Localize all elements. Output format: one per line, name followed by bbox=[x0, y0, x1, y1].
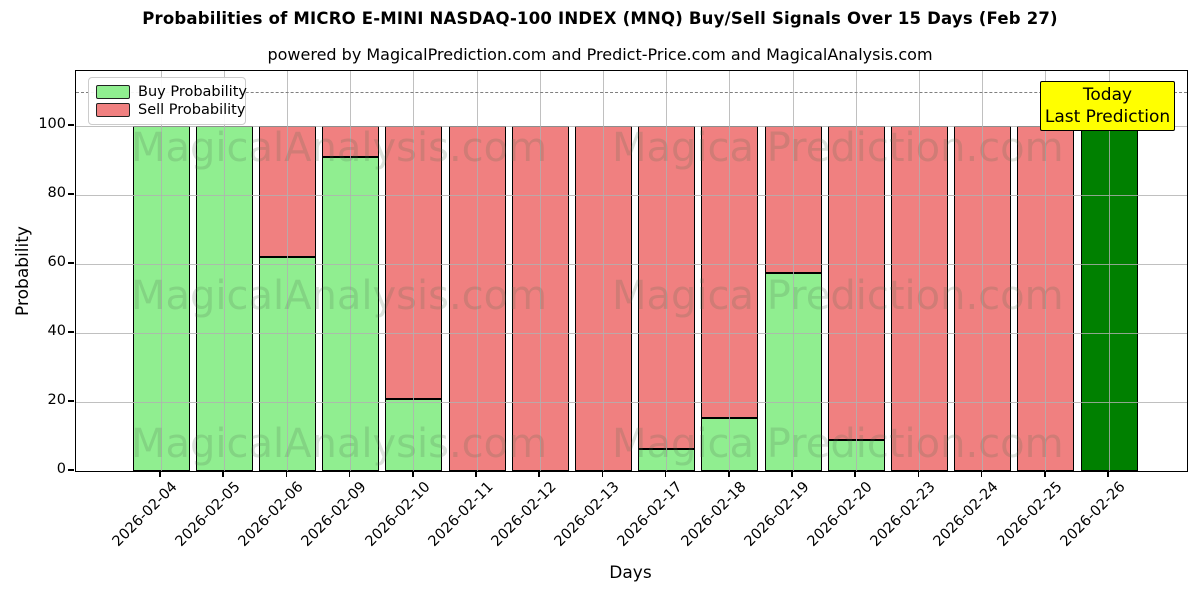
x-tick-label: 2026-02-26 bbox=[1057, 479, 1129, 550]
x-tick-label: 2026-02-13 bbox=[551, 479, 623, 550]
x-tick-label: 2026-02-25 bbox=[994, 479, 1066, 550]
gridline-v bbox=[982, 71, 984, 471]
x-tick bbox=[1107, 471, 1109, 477]
y-tick-label: 20 bbox=[47, 392, 66, 409]
x-tick bbox=[1044, 471, 1046, 477]
x-tick-label: 2026-02-04 bbox=[109, 479, 181, 550]
y-tick-label: 40 bbox=[47, 323, 66, 340]
legend: Buy Probability Sell Probability bbox=[88, 77, 247, 125]
gridline-v bbox=[476, 71, 478, 471]
gridline-v bbox=[729, 71, 731, 471]
gridline-v bbox=[223, 71, 225, 471]
gridline-h bbox=[76, 125, 1187, 127]
y-tick bbox=[67, 262, 74, 264]
gridline-v bbox=[855, 71, 857, 471]
y-tick bbox=[67, 400, 74, 402]
gridline-v bbox=[602, 71, 604, 471]
legend-item-sell: Sell Probability bbox=[96, 101, 245, 119]
x-tick-label: 2026-02-18 bbox=[678, 479, 750, 550]
watermark-left-row1: MagicalAnalysis.com bbox=[131, 125, 548, 171]
gridline-h bbox=[76, 194, 1187, 196]
gridline-h bbox=[76, 263, 1187, 265]
watermark-right-row2: Magica Prediction.com bbox=[612, 273, 1064, 319]
today-annotation-line2: Last Prediction bbox=[1044, 107, 1171, 127]
y-tick-label: 80 bbox=[47, 185, 66, 202]
plot-area: MagicalAnalysis.com Magica Prediction.com… bbox=[75, 70, 1188, 472]
gridline-v bbox=[1045, 71, 1047, 471]
gridline-v bbox=[918, 71, 920, 471]
buy-swatch-icon bbox=[96, 85, 130, 99]
gridline-v bbox=[413, 71, 415, 471]
x-tick-label: 2026-02-23 bbox=[867, 479, 939, 550]
today-annotation: Today Last Prediction bbox=[1040, 81, 1175, 131]
today-annotation-line1: Today bbox=[1082, 85, 1133, 105]
x-tick bbox=[854, 471, 856, 477]
y-tick bbox=[67, 469, 74, 471]
gridline-v bbox=[539, 71, 541, 471]
x-tick-label: 2026-02-06 bbox=[235, 479, 307, 550]
x-tick-label: 2026-02-20 bbox=[804, 479, 876, 550]
x-tick-label: 2026-02-10 bbox=[362, 479, 434, 550]
x-tick-label: 2026-02-19 bbox=[741, 479, 813, 550]
x-tick bbox=[601, 471, 604, 477]
y-tick bbox=[67, 331, 74, 333]
gridline-v bbox=[286, 71, 288, 471]
x-tick-label: 2026-02-09 bbox=[299, 479, 370, 550]
dashed-threshold-line bbox=[76, 91, 1187, 93]
x-tick bbox=[728, 471, 730, 477]
legend-label-buy: Buy Probability bbox=[138, 84, 247, 100]
x-tick bbox=[538, 471, 540, 477]
x-tick-label: 2026-02-17 bbox=[615, 479, 686, 550]
x-tick bbox=[475, 471, 477, 477]
x-tick-label: 2026-02-24 bbox=[931, 479, 1002, 550]
x-axis-label: Days bbox=[609, 563, 652, 583]
x-tick bbox=[980, 471, 983, 477]
x-tick bbox=[791, 471, 793, 477]
chart-subtitle: powered by MagicalPrediction.com and Pre… bbox=[267, 45, 933, 64]
x-tick bbox=[664, 471, 667, 477]
watermark-right-row1: Magica Prediction.com bbox=[612, 125, 1064, 171]
x-tick-label: 2026-02-11 bbox=[425, 479, 497, 550]
x-tick bbox=[348, 471, 351, 477]
y-tick bbox=[67, 124, 74, 126]
chart-title: Probabilities of MICRO E-MINI NASDAQ-100… bbox=[142, 9, 1058, 28]
y-tick bbox=[67, 193, 74, 195]
gridline-v bbox=[1108, 71, 1110, 471]
gridline-v bbox=[792, 71, 794, 471]
y-tick-label: 60 bbox=[47, 254, 66, 271]
y-tick-label: 0 bbox=[56, 461, 66, 477]
gridline-v bbox=[160, 71, 162, 471]
y-axis-label: Probability bbox=[13, 226, 33, 316]
x-tick-label: 2026-02-12 bbox=[488, 479, 560, 550]
watermark-left-row3: MagicalAnalysis.com bbox=[131, 421, 548, 467]
x-tick bbox=[917, 471, 920, 477]
watermark-left-row2: MagicalAnalysis.com bbox=[131, 273, 548, 319]
x-tick bbox=[285, 471, 288, 477]
gridline-h bbox=[76, 401, 1187, 403]
gridline-v bbox=[666, 71, 668, 471]
gridline-v bbox=[350, 71, 352, 471]
x-tick-label: 2026-02-05 bbox=[172, 479, 244, 550]
sell-swatch-icon bbox=[96, 103, 130, 117]
watermark-right-row3: Magica Prediction.com bbox=[612, 421, 1064, 467]
legend-label-sell: Sell Probability bbox=[138, 102, 246, 118]
x-tick bbox=[412, 471, 414, 477]
y-tick-label: 100 bbox=[38, 116, 66, 133]
gridline-h bbox=[76, 332, 1187, 334]
x-tick bbox=[159, 471, 161, 477]
x-tick bbox=[222, 471, 224, 477]
legend-item-buy: Buy Probability bbox=[96, 83, 247, 101]
